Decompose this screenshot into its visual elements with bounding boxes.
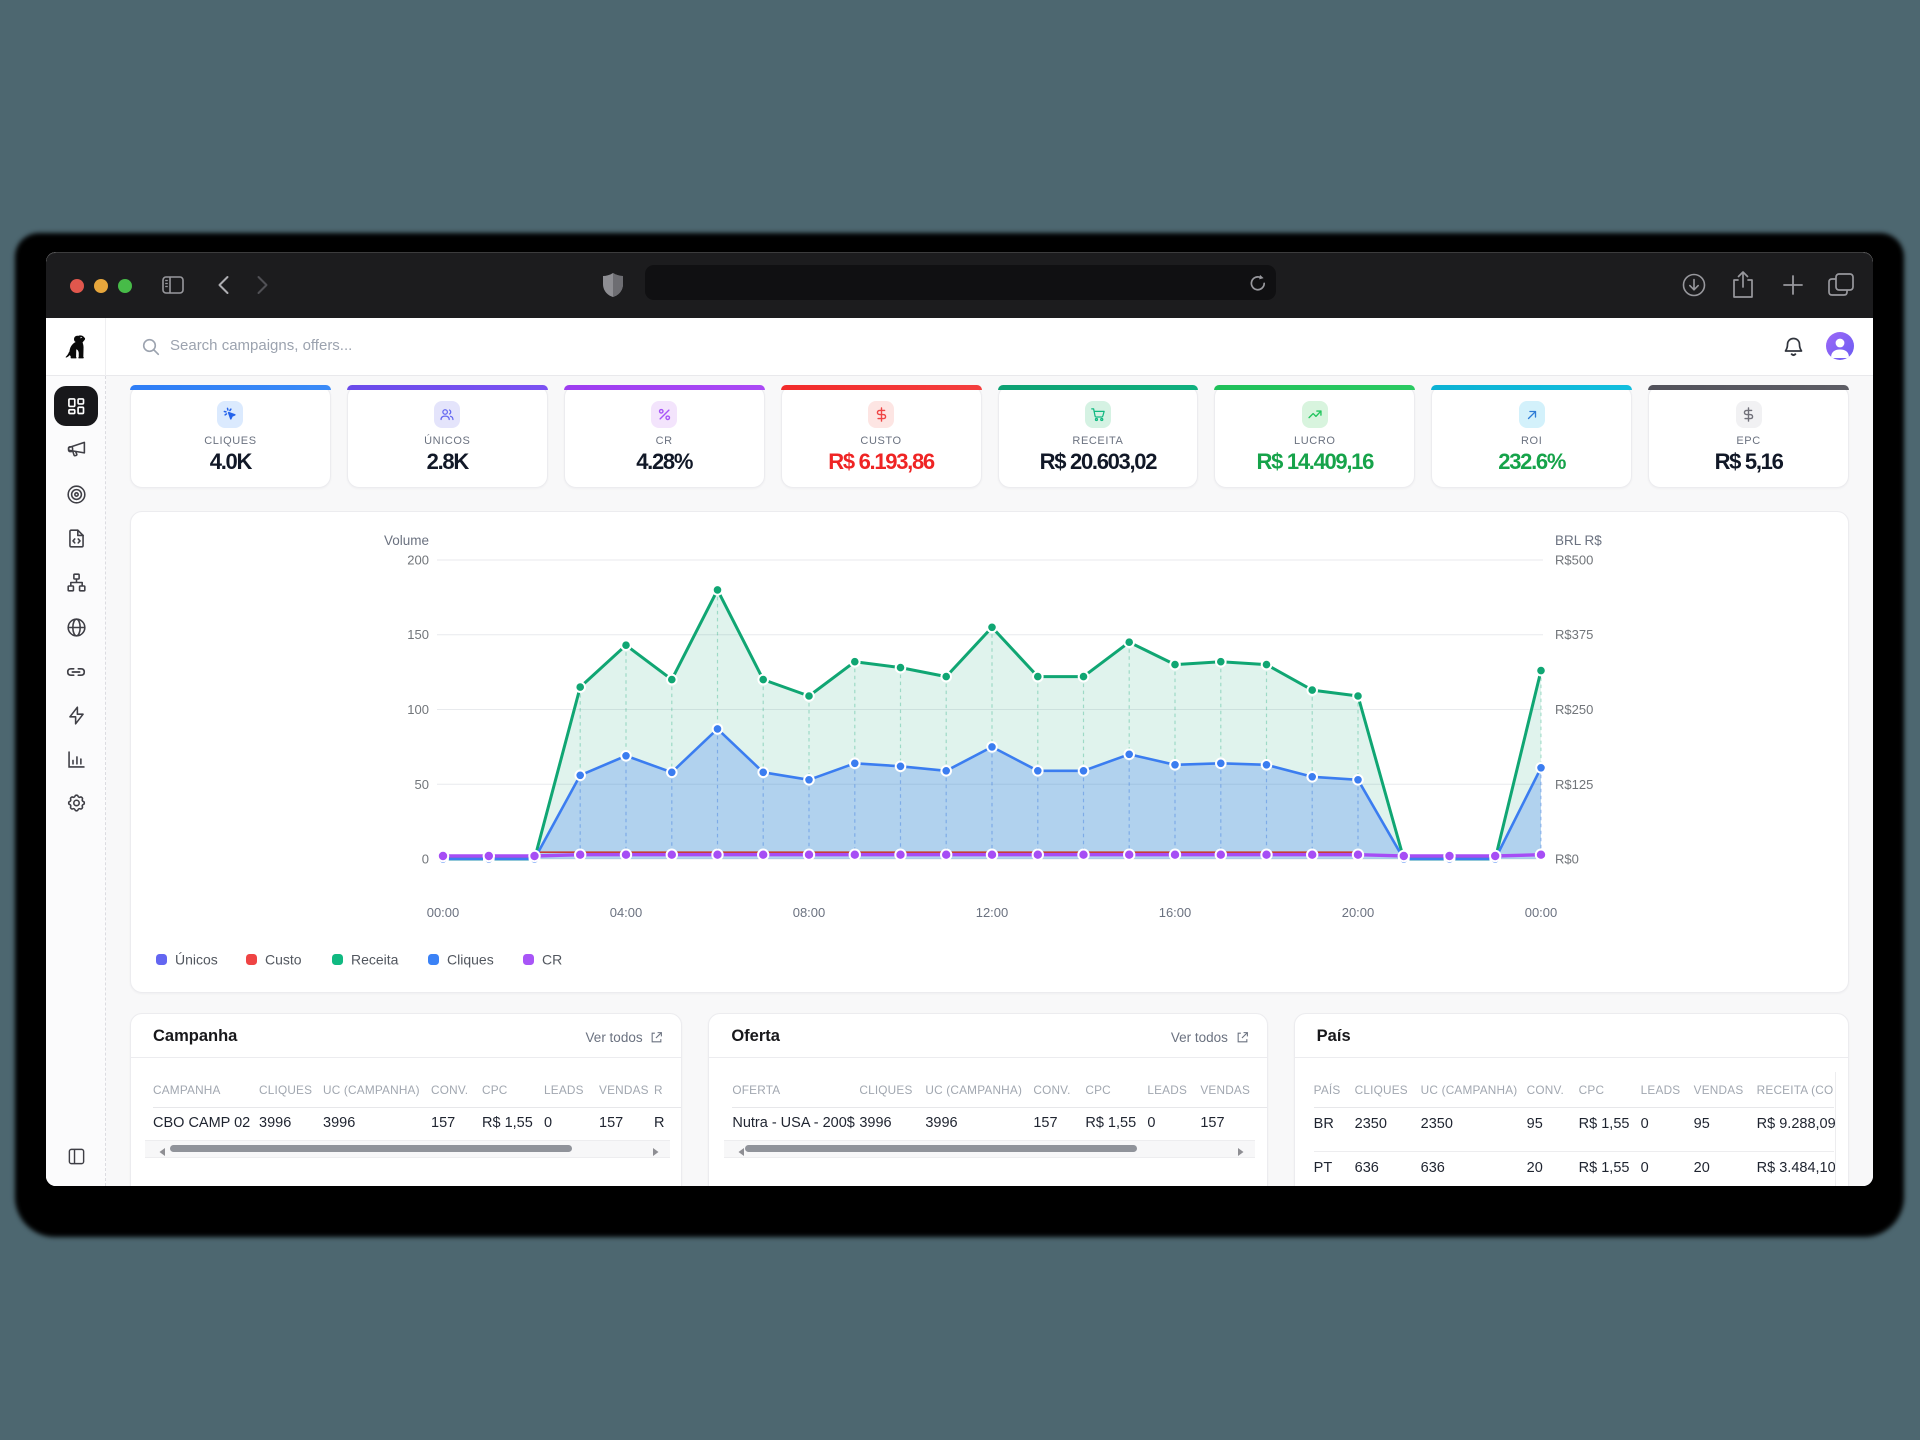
svg-text:Volume: Volume: [384, 533, 429, 548]
svg-text:Custo: Custo: [265, 952, 302, 968]
svg-text:12:00: 12:00: [976, 905, 1009, 920]
svg-text:R$250: R$250: [1555, 702, 1593, 717]
svg-text:Únicos: Únicos: [175, 952, 218, 968]
svg-text:00:00: 00:00: [427, 905, 460, 920]
svg-text:R$0: R$0: [1555, 852, 1579, 867]
svg-text:0: 0: [422, 852, 429, 867]
svg-text:00:00: 00:00: [1525, 905, 1558, 920]
svg-text:BRL R$: BRL R$: [1555, 533, 1602, 548]
svg-text:04:00: 04:00: [610, 905, 643, 920]
svg-text:150: 150: [407, 627, 429, 642]
svg-text:20:00: 20:00: [1342, 905, 1375, 920]
svg-text:Cliques: Cliques: [447, 952, 494, 968]
svg-text:Receita: Receita: [351, 952, 399, 968]
svg-text:R$375: R$375: [1555, 627, 1593, 642]
svg-text:CR: CR: [542, 952, 562, 968]
svg-text:16:00: 16:00: [1159, 905, 1192, 920]
svg-text:100: 100: [407, 702, 429, 717]
svg-text:08:00: 08:00: [793, 905, 826, 920]
svg-text:200: 200: [407, 553, 429, 568]
svg-text:50: 50: [415, 777, 429, 792]
svg-text:R$125: R$125: [1555, 777, 1593, 792]
svg-text:R$500: R$500: [1555, 553, 1593, 568]
